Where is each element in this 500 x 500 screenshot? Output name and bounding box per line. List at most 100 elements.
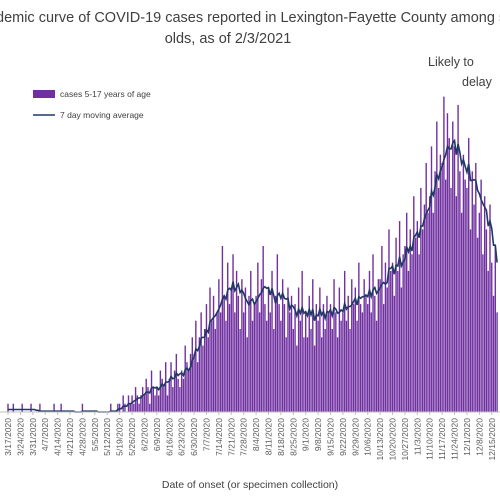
- bar: [460, 212, 463, 412]
- bar: [423, 204, 426, 412]
- bar: [156, 387, 158, 412]
- x-tick-label: 10/20/2020: [388, 418, 398, 461]
- bar: [216, 312, 218, 412]
- bar: [485, 229, 488, 412]
- bar: [207, 337, 209, 412]
- bar: [315, 304, 318, 412]
- bar: [118, 403, 121, 412]
- bar: [161, 378, 163, 412]
- bar: [296, 345, 298, 412]
- bar: [110, 403, 112, 412]
- x-tick-label: 5/26/2020: [127, 418, 137, 456]
- bar: [388, 229, 390, 412]
- bar: [143, 395, 146, 412]
- bar: [427, 212, 429, 412]
- bar: [253, 304, 256, 412]
- bar: [246, 337, 248, 412]
- bar: [312, 279, 314, 412]
- bar: [420, 187, 422, 412]
- bar: [299, 320, 302, 412]
- legend-label: 7 day moving average: [60, 110, 144, 120]
- bar: [232, 254, 234, 412]
- bar: [177, 378, 179, 412]
- bar: [266, 320, 268, 412]
- bar: [359, 304, 362, 412]
- bar: [219, 312, 222, 412]
- bar: [320, 337, 323, 412]
- bar: [349, 329, 351, 412]
- bar: [482, 254, 484, 412]
- x-tick-label: 11/17/2020: [437, 418, 447, 460]
- bar: [168, 378, 170, 412]
- bar: [159, 370, 162, 412]
- bar: [308, 295, 310, 412]
- bar: [248, 295, 250, 412]
- bar: [409, 229, 411, 412]
- bar: [184, 345, 186, 412]
- bar: [471, 171, 473, 412]
- bar: [384, 262, 387, 412]
- bar: [136, 395, 139, 412]
- bar: [416, 221, 419, 412]
- bar: [391, 262, 394, 412]
- bar: [175, 353, 178, 412]
- bar: [297, 287, 300, 412]
- annotation: delay: [462, 75, 493, 89]
- bar: [494, 246, 496, 412]
- bar: [492, 295, 495, 412]
- x-tick-label: 6/2/2020: [139, 418, 149, 451]
- bar: [317, 320, 319, 412]
- x-tick-label: 5/5/2020: [90, 418, 100, 451]
- bar: [193, 353, 195, 412]
- bar: [464, 179, 466, 412]
- bar: [267, 287, 270, 412]
- bar: [21, 403, 23, 412]
- bar: [322, 304, 325, 412]
- bar: [448, 138, 450, 412]
- x-tick-label: 6/9/2020: [152, 418, 162, 451]
- bar: [372, 254, 374, 412]
- bar: [345, 320, 348, 412]
- bar: [202, 345, 204, 412]
- bar: [328, 312, 330, 412]
- bar: [406, 212, 408, 412]
- x-tick-label: 8/4/2020: [251, 418, 261, 451]
- bar: [255, 295, 257, 412]
- bar: [335, 312, 337, 412]
- bar: [269, 312, 271, 412]
- x-tick-label: 9/22/2020: [338, 418, 348, 456]
- bar: [273, 329, 275, 412]
- bar: [425, 163, 427, 412]
- bar: [157, 395, 160, 412]
- x-tick-label: 5/19/2020: [115, 418, 125, 456]
- x-tick-label: 10/6/2020: [363, 418, 373, 456]
- bar: [352, 304, 355, 412]
- bar: [223, 295, 225, 412]
- bar: [491, 262, 493, 412]
- bar: [133, 403, 135, 412]
- bar: [260, 279, 263, 412]
- bar: [274, 295, 277, 412]
- x-tick-label: 7/14/2020: [214, 418, 224, 456]
- x-tick-label: 9/1/2020: [301, 418, 311, 451]
- bar: [129, 403, 131, 412]
- bar: [368, 270, 371, 412]
- bar: [489, 204, 491, 412]
- x-tick-label: 5/12/2020: [102, 418, 112, 456]
- bar: [367, 304, 369, 412]
- annotation: Likely to: [428, 55, 474, 69]
- bar: [351, 279, 353, 412]
- bar: [186, 362, 188, 412]
- bar: [81, 403, 84, 412]
- bar: [310, 329, 312, 412]
- bar: [230, 287, 232, 412]
- bar: [340, 320, 342, 412]
- bar: [473, 204, 475, 412]
- bar: [117, 403, 119, 412]
- bar: [278, 304, 280, 412]
- bar: [478, 212, 481, 412]
- bar: [430, 146, 433, 412]
- bar: [209, 287, 211, 412]
- bar: [398, 221, 401, 412]
- bar: [363, 279, 365, 412]
